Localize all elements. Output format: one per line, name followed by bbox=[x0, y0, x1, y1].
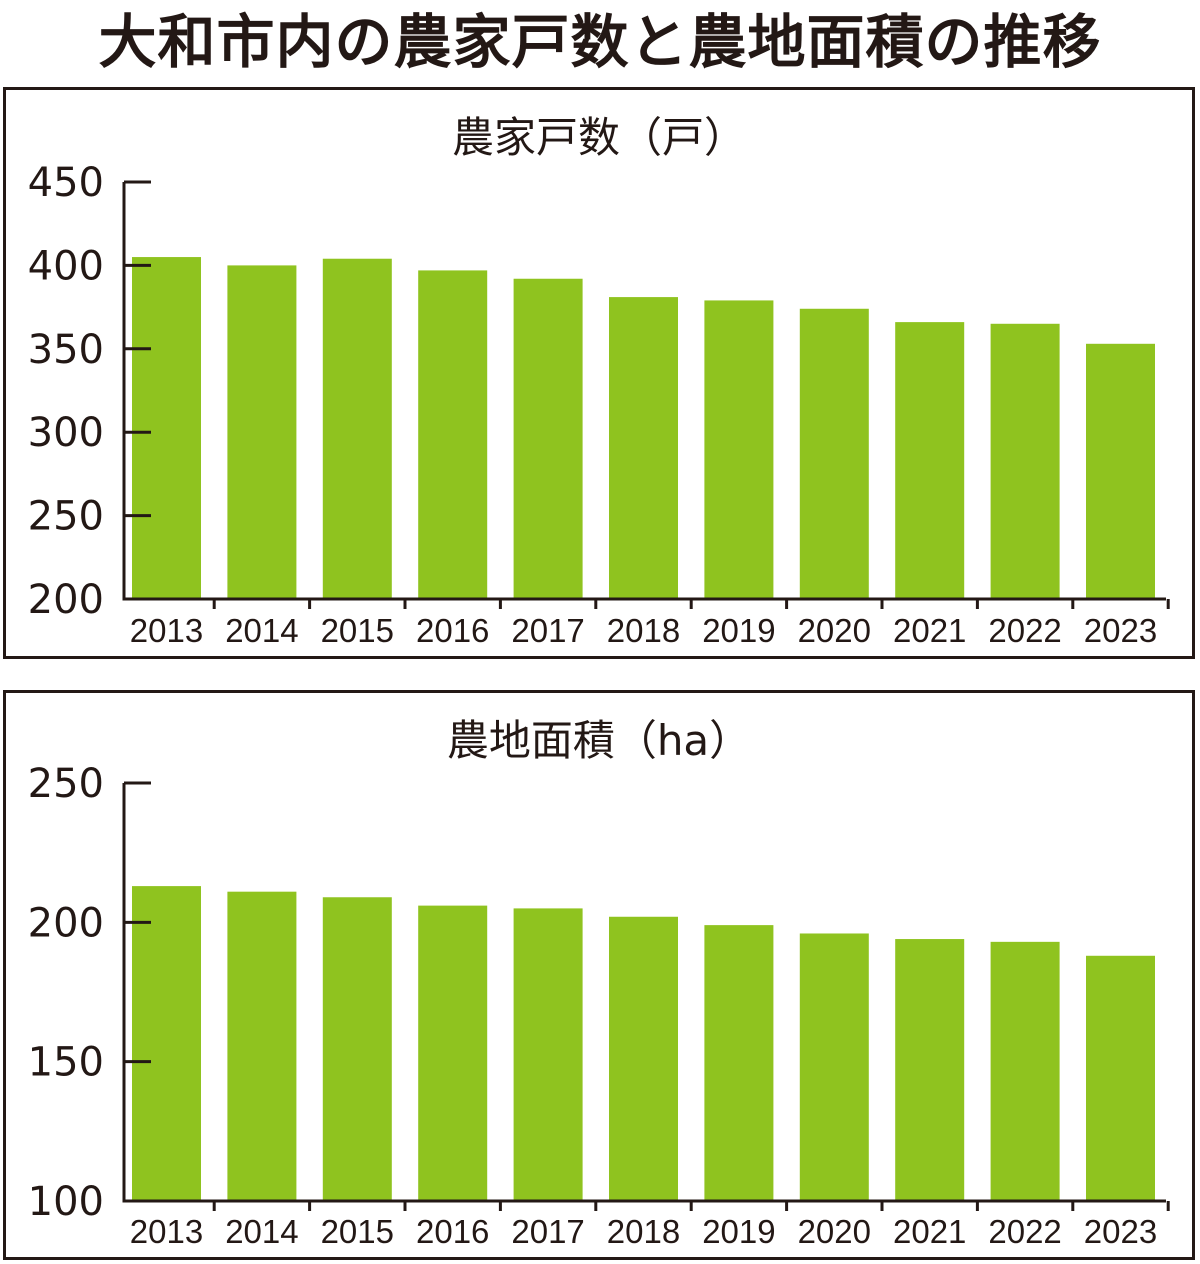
farmland-y-tick-label: 250 bbox=[28, 761, 104, 807]
households-x-tick-label: 2017 bbox=[511, 612, 584, 649]
households-bar-2023 bbox=[1086, 343, 1155, 599]
farmland-x-tick-label: 2022 bbox=[988, 1213, 1061, 1250]
households-bar-2016 bbox=[418, 270, 488, 599]
farmland-x-tick-label: 2019 bbox=[702, 1213, 775, 1250]
households-bar-2020 bbox=[799, 308, 869, 599]
households-bar-2013 bbox=[132, 257, 201, 599]
households-bar-2021 bbox=[895, 322, 965, 599]
households-y-tick-label: 450 bbox=[28, 160, 104, 206]
farmland-x-tick-label: 2021 bbox=[893, 1213, 966, 1250]
farmland-bar-2017 bbox=[513, 908, 583, 1201]
households-bar-2015 bbox=[322, 258, 392, 599]
households-y-tick-label: 300 bbox=[28, 410, 104, 456]
farmland-bar-2013 bbox=[132, 886, 201, 1201]
households-y-tick-label: 350 bbox=[28, 327, 104, 373]
farmland-y-tick-label: 200 bbox=[28, 900, 104, 946]
farmland-bar-2023 bbox=[1086, 955, 1155, 1201]
farmland-bar-2022 bbox=[990, 941, 1060, 1201]
farmland-x-tick-label: 2013 bbox=[130, 1213, 203, 1250]
farmland-x-tick-label: 2014 bbox=[225, 1213, 298, 1250]
households-x-tick-label: 2023 bbox=[1084, 612, 1157, 649]
page-title: 大和市内の農家戸数と農地面積の推移 bbox=[98, 8, 1102, 76]
households-x-tick-label: 2018 bbox=[607, 612, 680, 649]
households-y-tick-label: 250 bbox=[28, 494, 104, 540]
households-bar-chart: 農家戸数（戸） 2013 2014 2015 2016 2017 2018 2019 2020 2… bbox=[28, 113, 1170, 649]
households-bar-2019 bbox=[704, 300, 774, 599]
households-x-tick-label: 2013 bbox=[130, 612, 203, 649]
households-bar-2022 bbox=[990, 323, 1060, 599]
households-bar-2018 bbox=[609, 297, 678, 599]
farmland-bar-2015 bbox=[322, 897, 392, 1201]
farmland-x-tick-label: 2016 bbox=[416, 1213, 489, 1250]
households-bar-2014 bbox=[227, 265, 297, 599]
households-x-tick-label: 2022 bbox=[988, 612, 1061, 649]
households-x-tick-label: 2019 bbox=[702, 612, 775, 649]
households-chart-panel: 農家戸数（戸） 2013 2014 2015 2016 2017 2018 2019 2020 2… bbox=[3, 87, 1195, 659]
farmland-bar-2019 bbox=[704, 925, 774, 1201]
households-x-tick-label: 2016 bbox=[416, 612, 489, 649]
households-x-tick-label: 2014 bbox=[225, 612, 298, 649]
farmland-x-tick-label: 2017 bbox=[511, 1213, 584, 1250]
farmland-x-tick-label: 2015 bbox=[321, 1213, 394, 1250]
households-chart-title: 農家戸数（戸） bbox=[452, 113, 746, 162]
farmland-chart-panel: 農地面積（ha） 2013 2014 2015 2016 2017 2018 2019 2020… bbox=[3, 690, 1195, 1260]
farmland-bar-2020 bbox=[799, 933, 869, 1201]
farmland-chart-title: 農地面積（ha） bbox=[447, 716, 751, 765]
households-x-tick-label: 2021 bbox=[893, 612, 966, 649]
farmland-x-tick-label: 2020 bbox=[798, 1213, 871, 1250]
households-y-tick-label: 200 bbox=[28, 577, 104, 623]
farmland-y-tick-label: 100 bbox=[28, 1179, 104, 1225]
farmland-x-tick-label: 2018 bbox=[607, 1213, 680, 1250]
farmland-bar-2014 bbox=[227, 891, 297, 1201]
farmland-x-tick-label: 2023 bbox=[1084, 1213, 1157, 1250]
households-y-tick-label: 400 bbox=[28, 243, 104, 289]
farmland-bar-2021 bbox=[895, 939, 965, 1201]
farmland-bar-chart: 農地面積（ha） 2013 2014 2015 2016 2017 2018 2019 2020… bbox=[28, 716, 1170, 1250]
households-bar-2017 bbox=[513, 278, 583, 599]
households-x-tick-label: 2015 bbox=[321, 612, 394, 649]
households-x-tick-label: 2020 bbox=[798, 612, 871, 649]
farmland-bar-2018 bbox=[609, 916, 678, 1201]
farmland-bar-2016 bbox=[418, 905, 488, 1201]
farmland-y-tick-label: 150 bbox=[28, 1040, 104, 1086]
